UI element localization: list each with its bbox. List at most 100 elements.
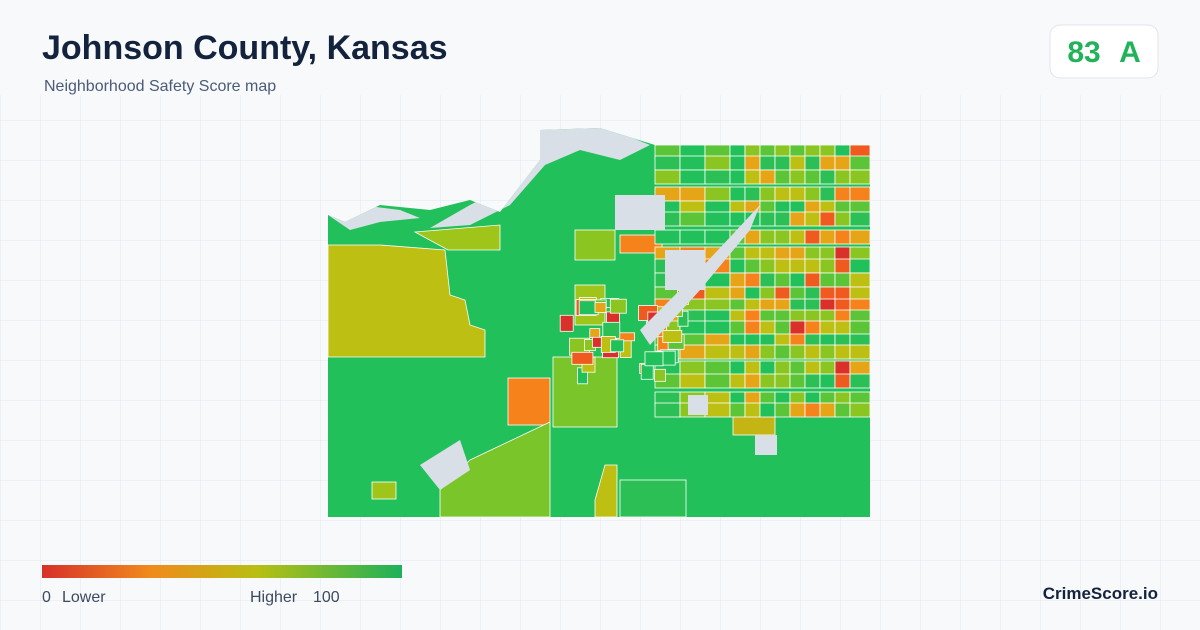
- tract: [774, 402, 791, 418]
- tract: [729, 402, 746, 418]
- tract: [654, 229, 681, 245]
- tract: [834, 320, 851, 336]
- tract: [789, 344, 806, 360]
- tract: [789, 155, 806, 171]
- tract: [704, 186, 731, 202]
- title: Johnson County, Kansas: [42, 29, 448, 67]
- legend-max-label: Higher: [250, 589, 298, 606]
- tract: [774, 186, 791, 202]
- tract: [574, 229, 616, 261]
- tract: [834, 344, 851, 360]
- tract: [654, 368, 666, 382]
- tract: [729, 373, 746, 389]
- tract: [789, 360, 806, 376]
- tract: [654, 169, 681, 185]
- tract: [704, 211, 731, 227]
- tract: [413, 224, 501, 251]
- tract: [704, 373, 731, 389]
- tract: [804, 229, 821, 245]
- tract: [774, 211, 791, 227]
- tract: [744, 272, 761, 288]
- tract: [834, 229, 851, 245]
- tract: [704, 344, 731, 360]
- tract: [759, 211, 776, 227]
- tract: [679, 360, 706, 376]
- tract: [819, 155, 836, 171]
- unscored-area: [688, 395, 708, 415]
- tract: [849, 373, 870, 389]
- tract: [759, 155, 776, 171]
- tract: [789, 258, 806, 274]
- legend-min-label: Lower: [62, 589, 106, 606]
- tract: [679, 169, 706, 185]
- legend-min: 0: [42, 589, 51, 606]
- tract: [849, 360, 870, 376]
- tract: [679, 211, 706, 227]
- tract: [679, 186, 706, 202]
- tract: [759, 186, 776, 202]
- tract: [744, 320, 761, 336]
- tract: [819, 229, 836, 245]
- score-grade: A: [1119, 36, 1141, 69]
- tract: [819, 258, 836, 274]
- legend-scale: [42, 565, 402, 578]
- tract: [774, 373, 791, 389]
- tract: [774, 155, 791, 171]
- tract: [654, 155, 681, 171]
- tract: [804, 258, 821, 274]
- tract: [789, 272, 806, 288]
- tract: [744, 155, 761, 171]
- tract: [774, 344, 791, 360]
- unscored-area: [420, 440, 470, 490]
- tract: [834, 169, 851, 185]
- tract: [759, 360, 776, 376]
- tract: [744, 402, 761, 418]
- tract: [759, 229, 776, 245]
- tract: [774, 169, 791, 185]
- tract: [804, 155, 821, 171]
- unscored-area: [640, 205, 760, 345]
- unscored-area: [755, 435, 777, 455]
- tract: [834, 186, 851, 202]
- tract: [774, 229, 791, 245]
- tract: [804, 186, 821, 202]
- tract: [744, 373, 761, 389]
- tract: [849, 229, 870, 245]
- tract: [819, 344, 836, 360]
- tract: [789, 169, 806, 185]
- tract: [804, 320, 821, 336]
- tract: [819, 186, 836, 202]
- tract: [759, 169, 776, 185]
- tract: [849, 155, 870, 171]
- score-value: 83: [1067, 36, 1100, 69]
- tract: [589, 328, 601, 339]
- tract: [804, 360, 821, 376]
- tract: [729, 344, 746, 360]
- tract: [804, 373, 821, 389]
- tract: [834, 272, 851, 288]
- tract: [849, 258, 870, 274]
- tract: [819, 373, 836, 389]
- tract: [834, 258, 851, 274]
- tract: [594, 464, 618, 517]
- tract: [819, 402, 836, 418]
- tract: [744, 186, 761, 202]
- subtitle: Neighborhood Safety Score map: [44, 78, 276, 95]
- tract: [819, 272, 836, 288]
- tract: [819, 169, 836, 185]
- tract: [677, 310, 689, 327]
- tract: [729, 360, 746, 376]
- tract: [759, 373, 776, 389]
- tract: [704, 155, 731, 171]
- tract: [804, 272, 821, 288]
- tract: [679, 373, 706, 389]
- tract: [759, 320, 776, 336]
- tract: [619, 479, 687, 517]
- unscored-area: [615, 195, 665, 230]
- tract: [559, 314, 574, 332]
- tract: [789, 186, 806, 202]
- tract: [729, 169, 746, 185]
- tract: [759, 258, 776, 274]
- tract: [704, 169, 731, 185]
- tract: [849, 211, 870, 227]
